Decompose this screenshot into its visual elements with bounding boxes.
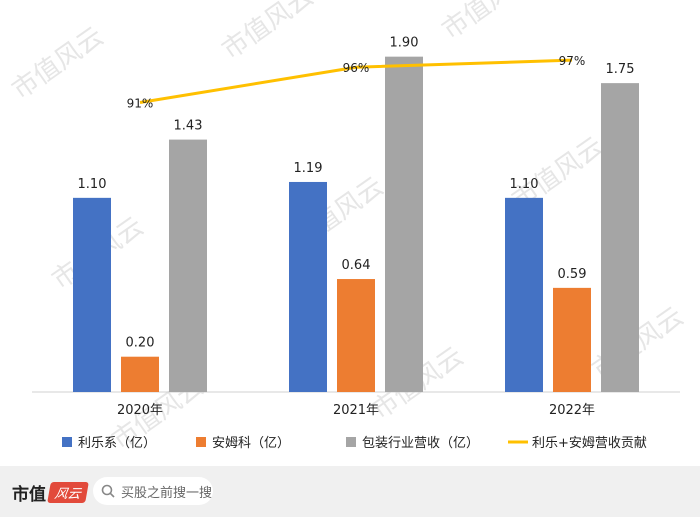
- watermark-text: 市值风云: [437, 0, 539, 46]
- legend-label-1: 安姆科（亿）: [212, 436, 290, 451]
- bar-label-s1-1: 0.64: [342, 258, 371, 273]
- bar-label-s2-1: 1.90: [390, 36, 419, 51]
- search-input[interactable]: 买股之前搜一搜: [93, 477, 213, 505]
- brand-logo[interactable]: 市值 风云: [12, 479, 89, 505]
- footer-bar: 市值 风云 买股之前搜一搜: [0, 466, 700, 517]
- search-placeholder: 买股之前搜一搜: [121, 485, 213, 501]
- bar-label-s0-1: 1.19: [294, 161, 323, 176]
- bar-s1-2: [553, 287, 591, 392]
- bar-label-s1-0: 0.20: [126, 336, 155, 351]
- legend-label-0: 利乐系（亿）: [78, 436, 156, 451]
- bar-s1-0: [121, 356, 159, 392]
- bar-s0-0: [73, 197, 111, 392]
- line-series-0: [139, 58, 573, 105]
- bar-label-s0-2: 1.10: [510, 177, 539, 192]
- bar-s1-1: [337, 279, 375, 392]
- bar-s2-1: [385, 56, 423, 393]
- line-label-2: 97%: [559, 54, 586, 68]
- line-label-0: 91%: [127, 97, 154, 111]
- bar-s0-2: [505, 197, 543, 392]
- bar-s0-1: [289, 181, 327, 392]
- chart-svg: 市值风云市值风云市值风云市值风云市值风云市值风云市值风云市值风云市值风云 91%…: [7, 0, 689, 456]
- legend-swatch-2: [346, 437, 356, 447]
- legend-label-3: 利乐+安姆营收贡献: [532, 436, 647, 451]
- legend-swatch-1: [196, 437, 206, 447]
- category-label-2: 2022年: [549, 403, 595, 418]
- bar-label-s0-0: 1.10: [78, 177, 107, 192]
- bar-label-s1-2: 0.59: [558, 267, 587, 282]
- legend-label-2: 包装行业营收（亿）: [362, 436, 479, 451]
- chart-card: 市值风云市值风云市值风云市值风云市值风云市值风云市值风云市值风云市值风云 91%…: [0, 0, 700, 466]
- search-icon: [101, 484, 115, 498]
- watermark-text: 市值风云: [7, 21, 109, 105]
- line-label-1: 96%: [343, 61, 370, 75]
- category-label-0: 2020年: [117, 403, 163, 418]
- watermark-text: 市值风云: [217, 0, 319, 66]
- brand-mark: 风云: [47, 481, 89, 503]
- legend-swatch-0: [62, 437, 72, 447]
- bar-label-s2-2: 1.75: [606, 62, 635, 77]
- category-label-1: 2021年: [333, 403, 379, 418]
- legend: 利乐系（亿） 安姆科（亿） 包装行业营收（亿） 利乐+安姆营收贡献: [62, 436, 647, 451]
- bar-label-s2-0: 1.43: [174, 119, 203, 134]
- brand-text: 市值: [12, 484, 46, 505]
- bar-s2-0: [169, 139, 207, 392]
- bar-s2-2: [601, 83, 639, 392]
